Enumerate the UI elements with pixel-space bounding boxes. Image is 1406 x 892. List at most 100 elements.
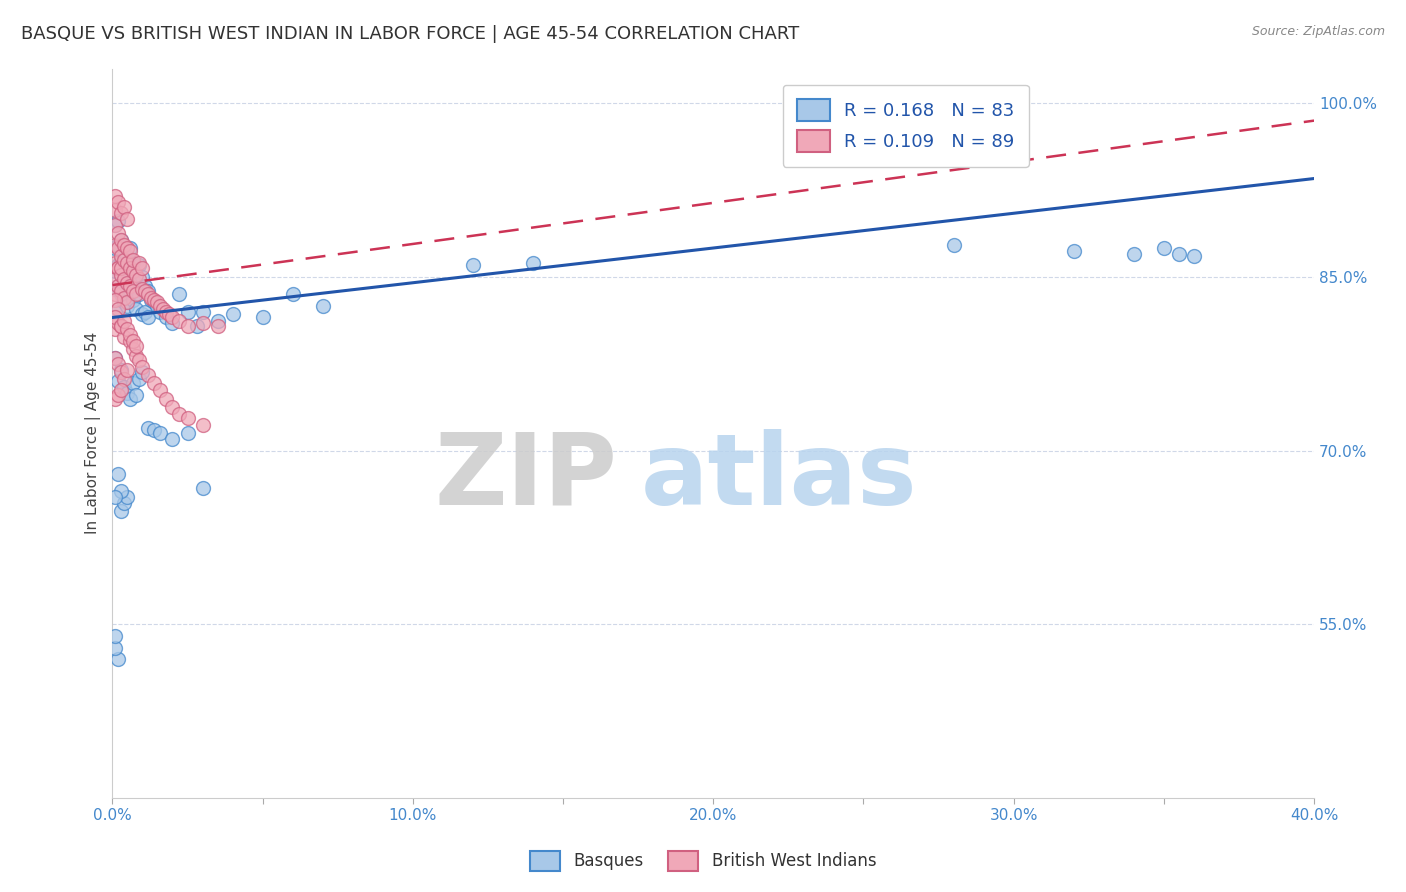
Point [522,256,544,270]
Point [110,233,132,247]
Point [117,256,139,270]
Point [131,307,153,321]
Text: atlas: atlas [641,428,918,525]
Point [149,299,172,313]
Point [221,307,243,321]
Point [162,316,184,330]
Point [122,252,145,267]
Point [176,304,198,318]
Point [149,384,172,398]
Point [138,368,160,383]
Point [110,484,132,499]
Point [120,279,142,293]
Point [120,327,142,342]
Point [112,247,135,261]
Point [125,349,148,363]
Point [110,362,132,376]
Point [131,269,153,284]
Point [104,392,127,406]
Point [107,259,129,273]
Point [120,260,142,275]
Point [312,299,335,313]
Point [125,302,148,317]
Point [138,284,160,298]
Point [112,314,135,328]
Point [104,640,127,655]
Point [117,322,139,336]
Point [110,284,132,298]
Point [131,281,153,295]
Point [110,318,132,333]
Point [117,276,139,290]
Point [120,392,142,406]
Point [107,226,129,240]
Point [152,302,174,317]
Point [128,353,150,368]
Point [110,365,132,379]
Point [110,268,132,282]
Point [191,418,214,433]
Point [146,299,169,313]
Point [112,372,135,386]
Point [107,374,129,388]
Point [110,249,132,263]
Point [128,287,150,301]
Point [167,287,190,301]
Point [461,259,484,273]
Point [117,385,139,400]
Point [112,330,135,344]
Point [1122,247,1144,261]
Point [110,252,132,267]
Point [128,259,150,273]
Point [131,260,153,275]
Point [120,241,142,255]
Point [110,504,132,518]
Point [122,284,145,298]
Point [134,284,156,298]
Point [122,342,145,356]
Point [176,318,198,333]
Point [159,307,181,321]
Point [1182,249,1205,263]
Point [104,287,127,301]
Point [138,310,160,325]
Point [104,272,127,286]
Point [191,481,214,495]
Point [110,206,132,220]
Point [128,272,150,286]
Text: Source: ZipAtlas.com: Source: ZipAtlas.com [1251,25,1385,38]
Point [107,388,129,402]
Text: BASQUE VS BRITISH WEST INDIAN IN LABOR FORCE | AGE 45-54 CORRELATION CHART: BASQUE VS BRITISH WEST INDIAN IN LABOR F… [21,25,800,43]
Point [104,304,127,318]
Point [1167,247,1189,261]
Legend: Basques, British West Indians: Basques, British West Indians [522,842,884,880]
Point [112,237,135,252]
Point [104,310,127,325]
Point [104,218,127,232]
Point [125,388,148,402]
Point [117,241,139,255]
Point [107,316,129,330]
Point [167,407,190,421]
Point [120,244,142,259]
Point [117,299,139,313]
Point [110,318,132,333]
Legend: R = 0.168   N = 83, R = 0.109   N = 89: R = 0.168 N = 83, R = 0.109 N = 89 [783,85,1029,167]
Point [107,652,129,666]
Point [167,314,190,328]
Point [117,212,139,227]
Point [104,629,127,643]
Point [112,201,135,215]
Point [146,295,169,310]
Point [122,256,145,270]
Point [104,351,127,365]
Point [104,189,127,203]
Point [107,279,129,293]
Point [252,310,274,325]
Point [143,376,166,391]
Point [107,194,129,209]
Point [107,279,129,293]
Point [112,380,135,394]
Point [104,322,127,336]
Point [942,237,965,252]
